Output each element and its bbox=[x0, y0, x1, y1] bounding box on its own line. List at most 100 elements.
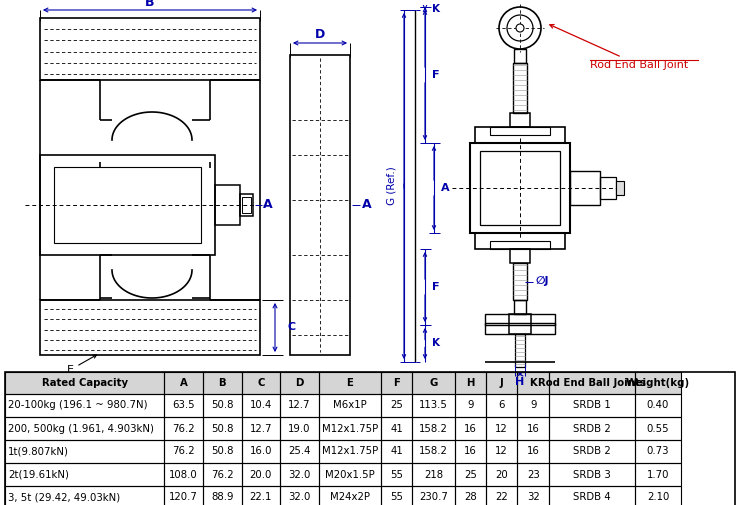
Bar bbox=[381, 440, 412, 463]
Text: 19.0: 19.0 bbox=[289, 424, 311, 433]
Bar bbox=[454, 394, 486, 417]
Bar bbox=[486, 394, 517, 417]
Bar bbox=[635, 417, 681, 440]
Bar bbox=[635, 372, 681, 394]
Bar bbox=[5, 372, 164, 394]
Text: 200, 500kg (1.961, 4.903kN): 200, 500kg (1.961, 4.903kN) bbox=[8, 424, 154, 433]
Bar bbox=[241, 486, 280, 505]
Text: 12: 12 bbox=[495, 446, 508, 457]
Text: H: H bbox=[515, 377, 525, 387]
Text: 50.8: 50.8 bbox=[211, 400, 233, 411]
Bar bbox=[381, 486, 412, 505]
Bar bbox=[549, 440, 635, 463]
Bar bbox=[549, 463, 635, 486]
Bar bbox=[203, 417, 241, 440]
Bar bbox=[517, 394, 549, 417]
Bar bbox=[164, 463, 203, 486]
Text: F: F bbox=[393, 378, 400, 388]
Bar bbox=[485, 323, 555, 334]
Text: 76.2: 76.2 bbox=[211, 470, 234, 480]
Bar bbox=[319, 440, 381, 463]
Text: SRDB 2: SRDB 2 bbox=[573, 424, 610, 433]
Text: 9: 9 bbox=[467, 400, 474, 411]
Text: 32.0: 32.0 bbox=[289, 470, 311, 480]
Bar bbox=[241, 463, 280, 486]
Bar bbox=[54, 167, 201, 243]
Bar bbox=[486, 486, 517, 505]
Bar bbox=[635, 486, 681, 505]
Bar bbox=[486, 440, 517, 463]
Bar bbox=[5, 440, 164, 463]
Bar bbox=[164, 394, 203, 417]
Text: SRDB 4: SRDB 4 bbox=[573, 492, 610, 502]
Text: Weight(kg): Weight(kg) bbox=[626, 378, 690, 388]
Bar bbox=[203, 372, 241, 394]
Bar bbox=[381, 372, 412, 394]
Bar bbox=[241, 440, 280, 463]
Bar bbox=[280, 440, 319, 463]
Bar bbox=[381, 417, 412, 440]
Bar bbox=[549, 463, 635, 486]
Bar bbox=[549, 372, 635, 394]
Bar bbox=[635, 463, 681, 486]
Circle shape bbox=[516, 24, 524, 32]
Bar bbox=[486, 372, 517, 394]
Text: SRDB 2: SRDB 2 bbox=[573, 446, 610, 457]
Bar bbox=[412, 417, 454, 440]
Bar bbox=[517, 440, 549, 463]
Bar bbox=[280, 372, 319, 394]
Bar bbox=[280, 394, 319, 417]
Text: 16: 16 bbox=[464, 424, 477, 433]
Bar bbox=[381, 440, 412, 463]
Text: B: B bbox=[218, 378, 226, 388]
Bar bbox=[319, 372, 381, 394]
Bar bbox=[164, 372, 203, 394]
Text: SRDB 3: SRDB 3 bbox=[573, 470, 610, 480]
Text: 1.70: 1.70 bbox=[647, 470, 669, 480]
Bar bbox=[513, 263, 527, 300]
Bar bbox=[517, 417, 549, 440]
Text: 0.40: 0.40 bbox=[647, 400, 669, 411]
Bar bbox=[381, 463, 412, 486]
Text: 50.8: 50.8 bbox=[211, 446, 233, 457]
Text: 3, 5t (29.42, 49.03kN): 3, 5t (29.42, 49.03kN) bbox=[8, 492, 120, 502]
Bar bbox=[381, 417, 412, 440]
Text: 158.2: 158.2 bbox=[419, 446, 448, 457]
Bar bbox=[412, 417, 454, 440]
Text: 28: 28 bbox=[464, 492, 477, 502]
Bar bbox=[412, 440, 454, 463]
Text: 0.55: 0.55 bbox=[647, 424, 669, 433]
Bar bbox=[454, 417, 486, 440]
Bar bbox=[203, 463, 241, 486]
Bar bbox=[319, 372, 381, 394]
Text: Rod End Ball Joints: Rod End Ball Joints bbox=[538, 378, 646, 388]
Text: 12.7: 12.7 bbox=[249, 424, 272, 433]
Bar bbox=[319, 417, 381, 440]
Bar bbox=[241, 394, 280, 417]
Bar bbox=[517, 372, 549, 394]
Bar bbox=[241, 440, 280, 463]
Bar bbox=[412, 463, 454, 486]
Text: 55: 55 bbox=[390, 470, 403, 480]
Bar bbox=[454, 486, 486, 505]
Text: 0.73: 0.73 bbox=[647, 446, 669, 457]
Bar bbox=[514, 49, 526, 63]
Text: ∅J: ∅J bbox=[535, 277, 548, 286]
Bar bbox=[40, 18, 260, 80]
Bar bbox=[164, 486, 203, 505]
Bar bbox=[549, 417, 635, 440]
Bar bbox=[635, 372, 681, 394]
Text: 25.4: 25.4 bbox=[289, 446, 311, 457]
Text: 1t(9.807kN): 1t(9.807kN) bbox=[8, 446, 69, 457]
Bar bbox=[241, 394, 280, 417]
Bar bbox=[635, 440, 681, 463]
Bar bbox=[280, 463, 319, 486]
Bar bbox=[5, 463, 164, 486]
Bar bbox=[486, 417, 517, 440]
Bar bbox=[412, 394, 454, 417]
Text: H: H bbox=[466, 378, 474, 388]
Text: Rod End Ball Joint: Rod End Ball Joint bbox=[550, 25, 688, 70]
Text: E: E bbox=[346, 378, 354, 388]
Text: 113.5: 113.5 bbox=[419, 400, 448, 411]
Text: K: K bbox=[432, 4, 440, 14]
